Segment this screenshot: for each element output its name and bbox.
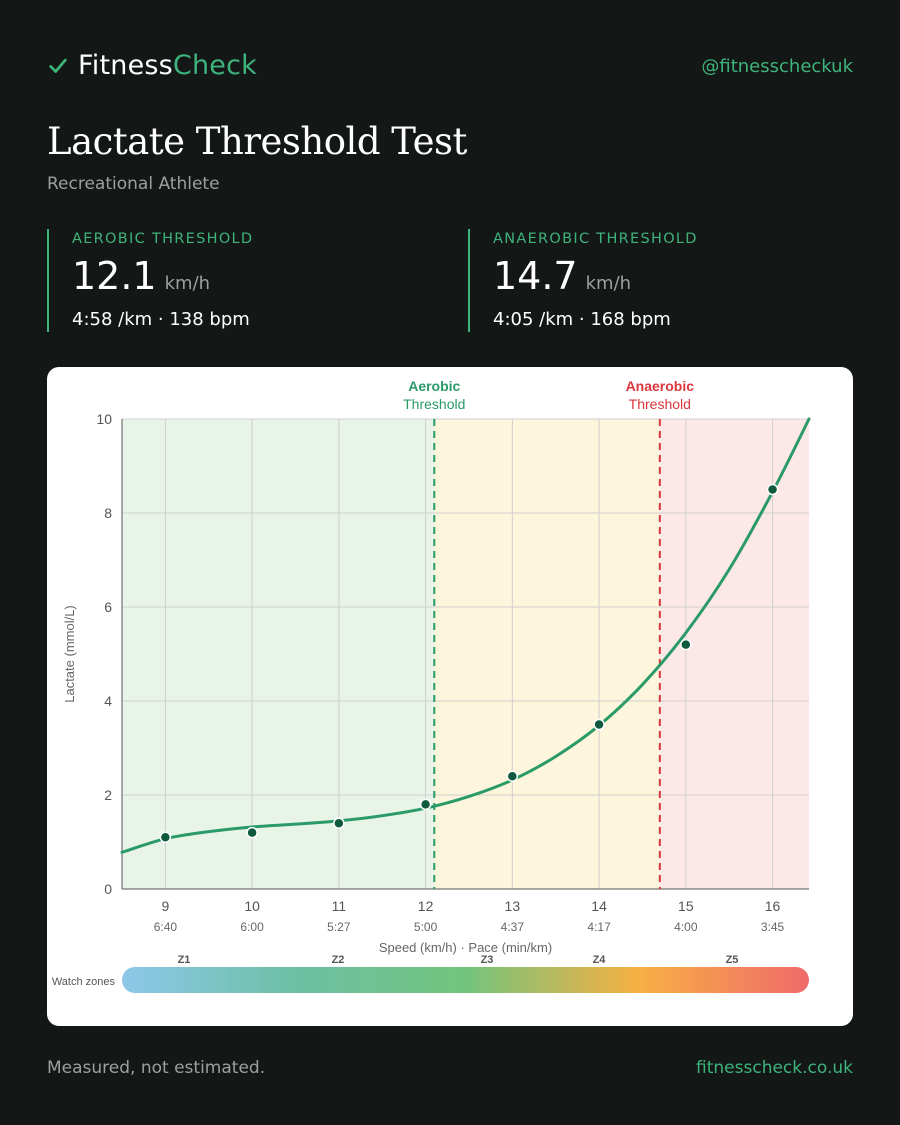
data-point xyxy=(159,831,172,844)
x-tick-label: 11 xyxy=(332,898,347,914)
anaerobic-threshold-detail: 4:05 /km · 168 bpm xyxy=(493,308,671,330)
footer-tagline: Measured, not estimated. xyxy=(47,1058,266,1078)
data-point xyxy=(506,770,519,782)
x-axis-title: Speed (km/h) · Pace (min/km) xyxy=(379,940,552,955)
pace-tick-label: 3:45 xyxy=(761,920,785,934)
zone-band-1 xyxy=(122,419,435,889)
pace-tick-label: 4:37 xyxy=(501,920,525,934)
anaerobic-threshold-main: 14.7 km/h xyxy=(493,257,698,295)
footer-url[interactable]: fitnesscheck.co.uk xyxy=(696,1058,853,1078)
brand-name-part1: Fitness xyxy=(78,50,173,81)
pace-tick-label: 6:00 xyxy=(240,920,264,934)
anaerobic-threshold-stat: ANAEROBIC THRESHOLD 14.7 km/h 4:05 /km · … xyxy=(468,229,698,332)
watch-zone-label-z1: Z1 xyxy=(178,954,191,966)
anaerobic-threshold-label: ANAEROBIC THRESHOLD xyxy=(493,231,698,247)
anaerobic-threshold-sublabel: Threshold xyxy=(629,396,691,412)
pace-tick-label: 4:17 xyxy=(587,920,611,934)
y-tick-label: 0 xyxy=(104,881,112,897)
aerobic-threshold-label: Aerobic xyxy=(408,378,460,394)
page-title: Lactate Threshold Test xyxy=(47,120,467,163)
aerobic-threshold-detail: 4:58 /km · 138 bpm xyxy=(72,308,250,330)
watch-zones-label: Watch zones xyxy=(52,976,116,988)
x-tick-label: 15 xyxy=(678,898,694,914)
data-point xyxy=(333,817,345,829)
brand-logo[interactable]: FitnessCheck xyxy=(47,50,257,81)
data-point xyxy=(419,798,432,811)
watch-zones-bar xyxy=(122,967,809,993)
x-tick-label: 9 xyxy=(161,898,169,914)
lactate-curve xyxy=(120,417,811,854)
data-point xyxy=(246,826,258,839)
pace-tick-label: 5:27 xyxy=(327,920,351,934)
y-tick-label: 4 xyxy=(104,693,112,709)
pace-tick-label: 5:00 xyxy=(414,920,438,934)
chart-card: 0 2 4 6 8 10 9 6:40 10 6:00 11 5:27 12 5:00 13 4:37 14 4:… xyxy=(47,367,853,1026)
data-point xyxy=(766,483,779,496)
y-tick-label: 6 xyxy=(104,599,112,615)
x-tick-label: 12 xyxy=(418,898,434,914)
anaerobic-threshold-unit: km/h xyxy=(585,272,632,294)
x-tick-label: 10 xyxy=(244,898,260,914)
x-tick-label: 13 xyxy=(505,898,521,914)
social-handle[interactable]: @fitnesscheckuk xyxy=(701,56,853,77)
lactate-chart: 0 2 4 6 8 10 9 6:40 10 6:00 11 5:27 12 5:00 13 4:37 14 4:… xyxy=(52,378,811,993)
top-bar: FitnessCheck @fitnesscheckuk xyxy=(47,50,853,86)
x-tick-label: 16 xyxy=(765,898,781,914)
y-tick-label: 2 xyxy=(104,787,112,803)
aerobic-threshold-sublabel: Threshold xyxy=(403,396,465,412)
data-point xyxy=(680,638,692,651)
aerobic-threshold-unit: km/h xyxy=(164,272,211,294)
watch-zone-label-z2: Z2 xyxy=(332,954,345,966)
y-axis-title: Lactate (mmol/L) xyxy=(62,605,77,703)
brand-name-part2: Check xyxy=(172,50,257,81)
zone-band-2 xyxy=(434,419,660,889)
y-tick-label: 8 xyxy=(104,505,112,521)
page-subtitle: Recreational Athlete xyxy=(47,174,220,194)
watch-zone-label-z5: Z5 xyxy=(726,954,739,966)
data-point xyxy=(593,718,605,731)
check-icon xyxy=(49,58,67,73)
aerobic-threshold-stat: AEROBIC THRESHOLD 12.1 km/h 4:58 /km · 13… xyxy=(47,229,253,332)
brand-name: FitnessCheck xyxy=(78,50,257,81)
pace-tick-label: 6:40 xyxy=(154,920,178,934)
anaerobic-threshold-value: 14.7 xyxy=(493,253,578,298)
pace-tick-label: 4:00 xyxy=(674,920,698,934)
aerobic-threshold-value: 12.1 xyxy=(72,253,157,298)
x-tick-label: 14 xyxy=(591,898,607,914)
aerobic-threshold-label: AEROBIC THRESHOLD xyxy=(72,231,254,247)
zone-band-3 xyxy=(659,419,809,889)
anaerobic-threshold-label: Anaerobic xyxy=(626,378,695,394)
watch-zone-label-z3: Z3 xyxy=(481,954,494,966)
y-tick-label: 10 xyxy=(96,411,112,427)
watch-zone-label-z4: Z4 xyxy=(593,954,607,966)
aerobic-threshold-main: 12.1 km/h xyxy=(72,257,253,295)
